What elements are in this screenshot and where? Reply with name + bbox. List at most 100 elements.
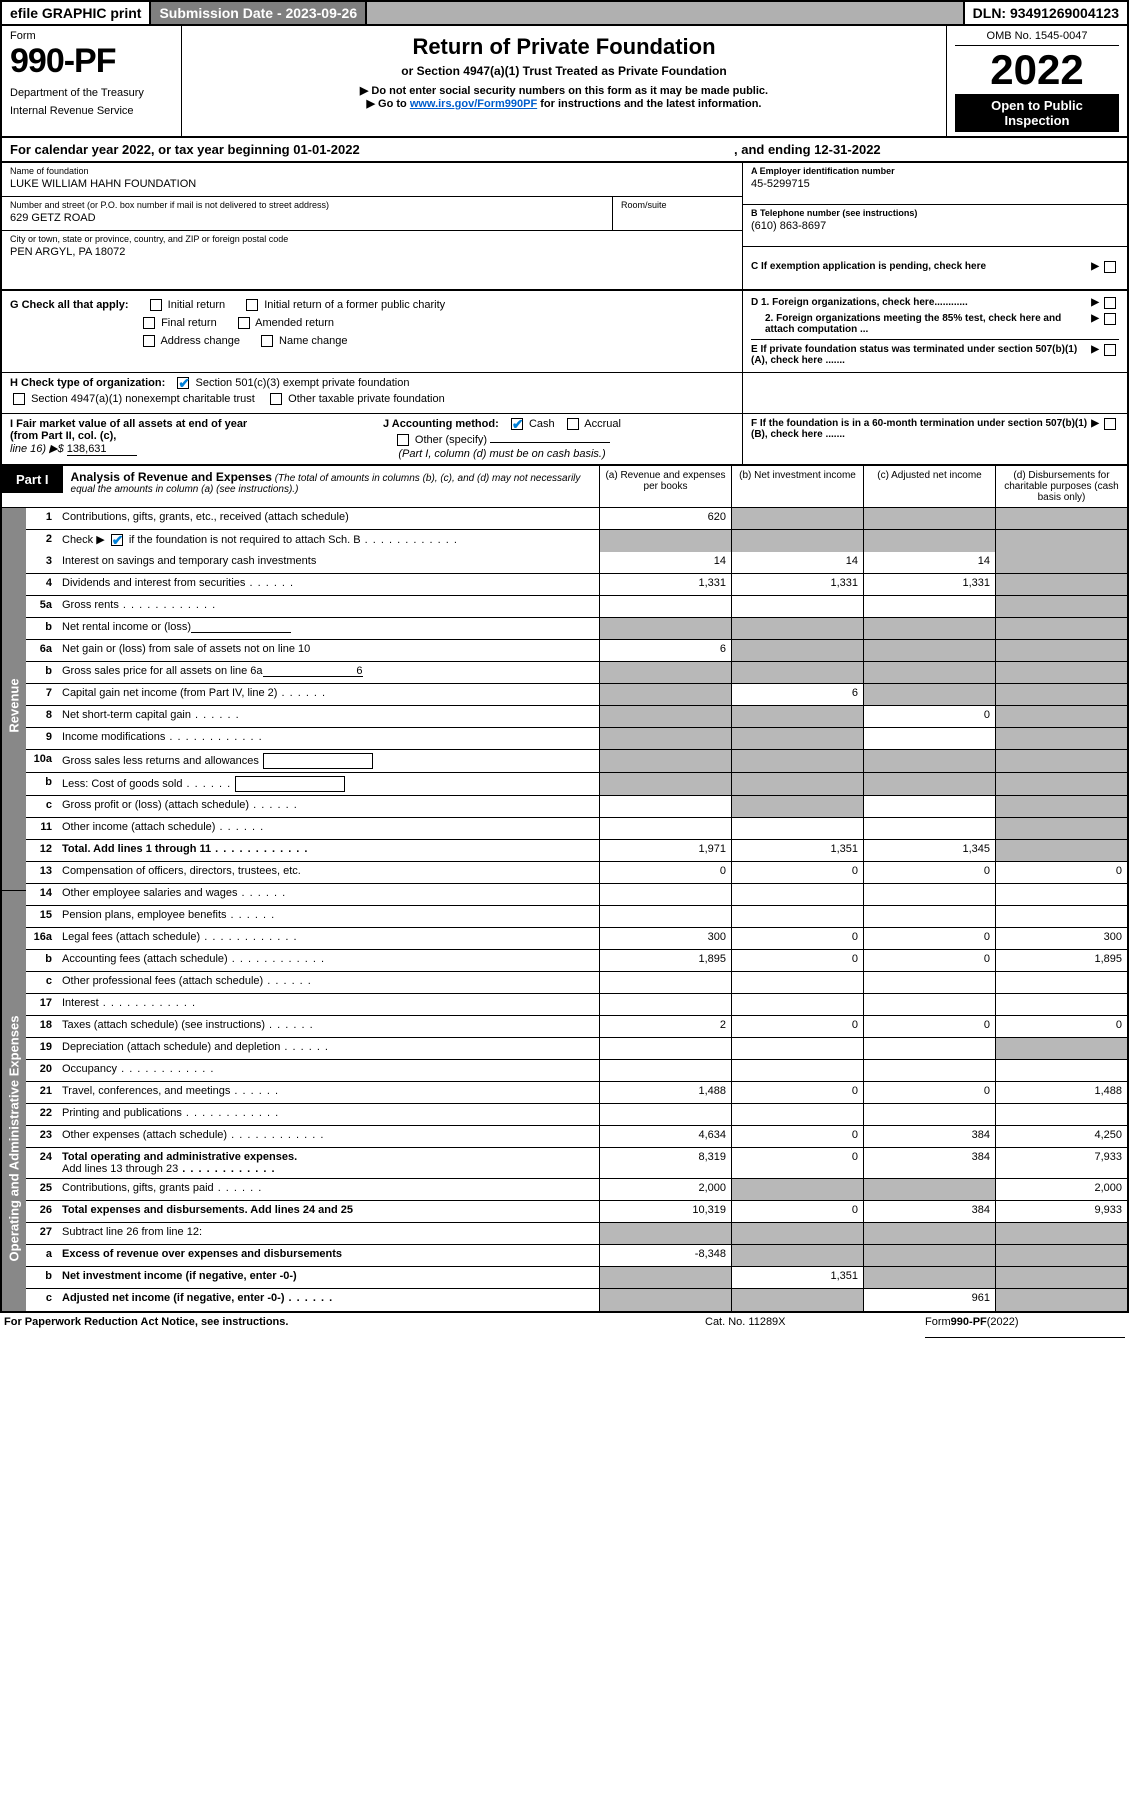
ein-cell: A Employer identification number 45-5299… [743,163,1127,205]
cell-b: 14 [731,552,863,573]
line-num: 10a [26,750,58,772]
l16a-text: Legal fees (attach schedule) [62,931,200,943]
cell-d [995,618,1127,639]
line-text: Depreciation (attach schedule) and deple… [58,1038,599,1059]
cell-a [599,750,731,772]
foundation-name: LUKE WILLIAM HAHN FOUNDATION [10,178,734,190]
lbl-cash: Cash [529,418,555,430]
line-13: 13Compensation of officers, directors, t… [26,862,1127,884]
cell-a [599,618,731,639]
e-label: E If private foundation status was termi… [751,344,1091,366]
cell-c [863,684,995,705]
chk-final[interactable] [143,317,155,329]
chk-other-tax[interactable] [270,393,282,405]
cell-b [731,1104,863,1125]
cell-c [863,662,995,683]
line-16b: bAccounting fees (attach schedule)1,8950… [26,950,1127,972]
lbl-other-tax: Other taxable private foundation [288,393,445,405]
chk-amended[interactable] [238,317,250,329]
chk-4947[interactable] [13,393,25,405]
cell-c [863,972,995,993]
room-label: Room/suite [621,200,734,210]
line-9: 9Income modifications [26,728,1127,750]
line-26: 26Total expenses and disbursements. Add … [26,1201,1127,1223]
cell-d [995,1104,1127,1125]
cell-c: 1,331 [863,574,995,595]
col-c-header: (c) Adjusted net income [863,466,995,507]
line-num: 12 [26,840,58,861]
l24-text2: Add lines 13 through 23 [62,1163,178,1175]
cell-c: 384 [863,1148,995,1178]
chk-f[interactable] [1104,418,1116,430]
cell-c [863,1179,995,1200]
exemption-cell: C If exemption application is pending, c… [743,247,1127,289]
cell-d: 0 [995,1016,1127,1037]
cell-b [731,706,863,727]
cell-d: 2,000 [995,1179,1127,1200]
cell-c: 0 [863,1082,995,1103]
cell-c: 961 [863,1289,995,1311]
lbl-initial: Initial return [168,299,225,311]
address-value: 629 GETZ ROAD [10,212,604,224]
chk-accrual[interactable] [567,418,579,430]
chk-other-method[interactable] [397,434,409,446]
l8-text: Net short-term capital gain [62,709,191,721]
chk-sch-b[interactable] [111,534,123,546]
cell-c [863,640,995,661]
cell-a: 2,000 [599,1179,731,1200]
line-10c: cGross profit or (loss) (attach schedule… [26,796,1127,818]
cell-d: 1,488 [995,1082,1127,1103]
cell-c [863,618,995,639]
line-8: 8Net short-term capital gain0 [26,706,1127,728]
address-label: Number and street (or P.O. box number if… [10,200,604,210]
line-text: Total operating and administrative expen… [58,1148,599,1178]
chk-cash[interactable] [511,418,523,430]
cell-b: 0 [731,1201,863,1222]
cell-d [995,574,1127,595]
calendar-year-row: For calendar year 2022, or tax year begi… [0,138,1129,163]
line-num: 16a [26,928,58,949]
line-num: 18 [26,1016,58,1037]
chk-name-change[interactable] [261,335,273,347]
line-text: Net gain or (loss) from sale of assets n… [58,640,599,661]
chk-501c3[interactable] [177,377,189,389]
cell-c: 0 [863,928,995,949]
cell-b [731,530,863,552]
chk-d1[interactable] [1104,297,1116,309]
chk-e[interactable] [1104,344,1116,356]
part1-label: Part I [2,466,63,493]
chk-initial-pub[interactable] [246,299,258,311]
cell-b [731,1038,863,1059]
chk-d2[interactable] [1104,313,1116,325]
chk-initial[interactable] [150,299,162,311]
line-num: 3 [26,552,58,573]
line-text: Less: Cost of goods sold [58,773,599,795]
cell-c [863,728,995,749]
ein-value: 45-5299715 [751,178,1119,190]
l7-text: Capital gain net income (from Part IV, l… [62,687,277,699]
cell-b: 1,351 [731,1267,863,1288]
l21-text: Travel, conferences, and meetings [62,1085,230,1097]
phone-cell: B Telephone number (see instructions) (6… [743,205,1127,247]
chk-addr-change[interactable] [143,335,155,347]
header-left: Form 990-PF Department of the Treasury I… [2,26,182,136]
cell-d [995,1223,1127,1244]
cell-a: 1,331 [599,574,731,595]
cell-d: 9,933 [995,1201,1127,1222]
exemption-checkbox[interactable] [1104,261,1116,273]
line-12: 12Total. Add lines 1 through 111,9711,35… [26,840,1127,862]
i-value: 138,631 [67,443,137,456]
line-num: b [26,773,58,795]
cell-d: 300 [995,928,1127,949]
line-num: 11 [26,818,58,839]
line-num: c [26,972,58,993]
irs-link[interactable]: www.irs.gov/Form990PF [410,98,537,110]
cell-a [599,684,731,705]
cell-a: 8,319 [599,1148,731,1178]
line-num: 19 [26,1038,58,1059]
arrow-icon: ▶ [1091,297,1099,308]
name-cell: Name of foundation LUKE WILLIAM HAHN FOU… [2,163,742,197]
line-text: Contributions, gifts, grants paid [58,1179,599,1200]
cell-c [863,1038,995,1059]
cell-a [599,796,731,817]
